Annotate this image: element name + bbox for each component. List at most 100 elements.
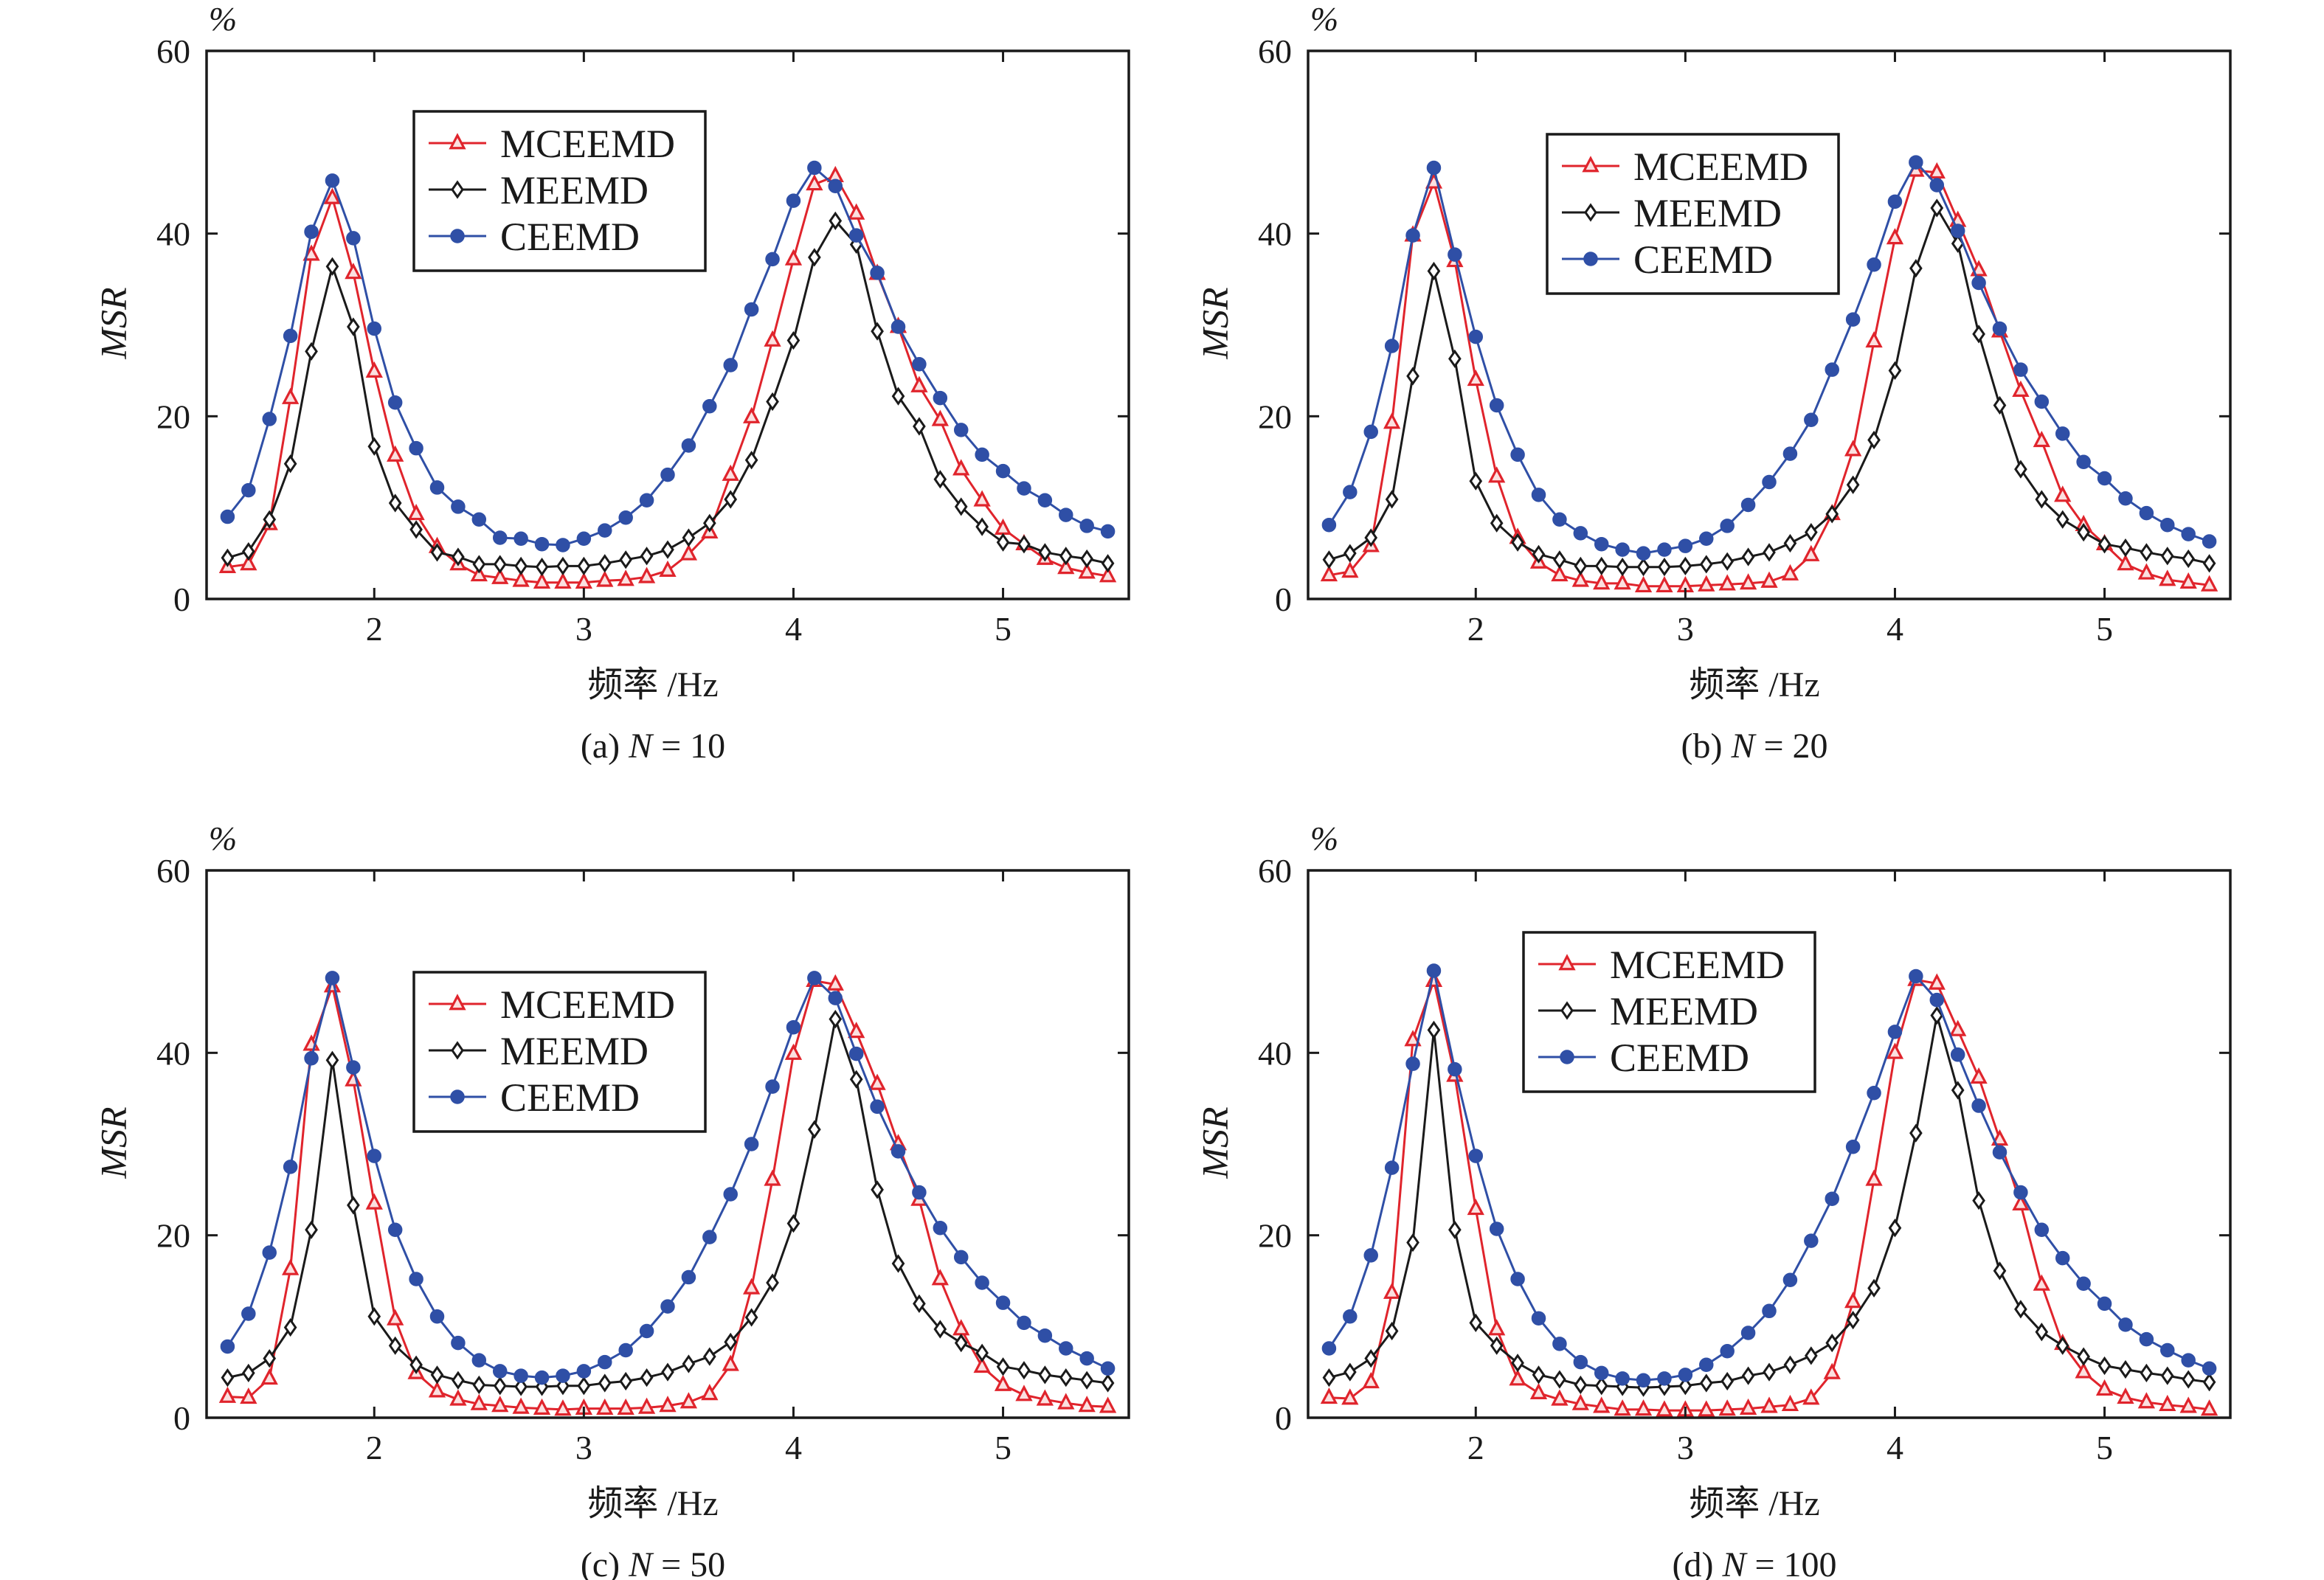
data-point-mceemd xyxy=(2033,430,2050,448)
y-axis-label: MSR xyxy=(1194,1106,1236,1179)
data-point-ceemd xyxy=(241,482,256,498)
data-point-ceemd xyxy=(598,523,612,538)
data-point-ceemd xyxy=(576,1364,592,1379)
data-point-meemd xyxy=(1448,1220,1462,1239)
data-point-mceemd xyxy=(449,1389,467,1406)
data-point-ceemd xyxy=(1699,1357,1714,1373)
data-point-ceemd xyxy=(1363,424,1378,440)
data-point-mceemd xyxy=(1551,565,1569,582)
data-point-mceemd xyxy=(323,187,342,204)
x-axis-label: 频率 /Hz xyxy=(587,1484,718,1523)
data-point-ceemd xyxy=(283,1160,298,1174)
data-point-mceemd xyxy=(2137,1392,2156,1409)
data-point-mceemd xyxy=(1739,1398,1757,1415)
data-point-ceemd xyxy=(639,1323,654,1339)
data-point-mceemd xyxy=(2054,485,2072,502)
x-axis-label: 频率 /Hz xyxy=(587,665,718,704)
y-tick-label: 40 xyxy=(156,215,190,253)
data-point-mceemd xyxy=(512,570,530,587)
data-point-ceemd xyxy=(2097,471,2112,486)
legend-marker-diamond-icon xyxy=(1584,203,1597,222)
data-point-ceemd xyxy=(513,1368,528,1383)
data-point-ceemd xyxy=(346,231,361,246)
data-point-ceemd xyxy=(1615,542,1630,557)
data-point-meemd xyxy=(1038,543,1052,562)
data-point-mceemd xyxy=(742,1278,761,1295)
legend-label: MEEMD xyxy=(500,168,649,212)
data-point-meemd xyxy=(1783,533,1797,553)
data-point-meemd xyxy=(1017,1361,1031,1380)
data-point-mceemd xyxy=(1781,1394,1799,1412)
data-point-mceemd xyxy=(1949,1019,1967,1036)
y-tick-label: 0 xyxy=(173,1399,190,1437)
data-point-mceemd xyxy=(910,375,928,392)
data-point-mceemd xyxy=(1488,466,1506,483)
data-point-meemd xyxy=(2202,554,2216,573)
data-point-meemd xyxy=(1741,1366,1755,1385)
data-point-mceemd xyxy=(2179,1396,2197,1413)
data-point-meemd xyxy=(1532,544,1546,564)
panel-caption: (c) N = 50 xyxy=(581,1545,725,1580)
data-point-ceemd xyxy=(1448,1061,1462,1077)
y-tick-label: 60 xyxy=(156,32,190,70)
caption-prefix: (d) xyxy=(1672,1545,1722,1580)
legend-label: CEEMD xyxy=(500,1075,640,1120)
x-tick-label: 4 xyxy=(1886,610,1903,648)
data-point-meemd xyxy=(1101,554,1115,573)
panel-caption: (b) N = 20 xyxy=(1681,727,1827,766)
data-point-mceemd xyxy=(722,464,739,481)
data-point-ceemd xyxy=(975,447,989,462)
series-markers-mceemd xyxy=(1320,969,2218,1417)
data-point-meemd xyxy=(514,556,528,576)
legend-box xyxy=(1522,931,1816,1093)
data-point-ceemd xyxy=(2076,1276,2091,1291)
data-point-ceemd xyxy=(1343,1309,1358,1324)
data-point-meemd xyxy=(1763,1362,1776,1382)
x-tick-label: 5 xyxy=(2096,1429,2113,1466)
data-point-meemd xyxy=(996,1357,1010,1376)
data-point-ceemd xyxy=(1867,257,1881,272)
data-point-mceemd xyxy=(2075,1362,2092,1379)
data-point-ceemd xyxy=(681,438,696,453)
data-point-meemd xyxy=(2160,547,2174,566)
data-point-ceemd xyxy=(1782,1272,1798,1288)
data-point-ceemd xyxy=(1426,963,1442,978)
data-point-ceemd xyxy=(2160,1342,2175,1358)
data-point-meemd xyxy=(808,248,821,267)
axes-frame xyxy=(1307,869,2232,1419)
data-point-ceemd xyxy=(1321,1341,1337,1356)
data-point-ceemd xyxy=(2076,454,2091,469)
data-point-mceemd xyxy=(533,572,551,589)
legend-label: MCEEMD xyxy=(1610,943,1785,987)
data-point-meemd xyxy=(829,1009,843,1029)
data-point-ceemd xyxy=(1845,1139,1861,1154)
data-point-ceemd xyxy=(2160,517,2175,533)
data-point-mceemd xyxy=(701,1384,719,1401)
axes-frame xyxy=(1307,49,2232,600)
data-point-meemd xyxy=(808,1120,821,1139)
series-line-meemd xyxy=(226,219,1108,569)
data-point-ceemd xyxy=(933,1221,948,1236)
data-point-meemd xyxy=(744,451,758,470)
data-point-ceemd xyxy=(1740,1326,1756,1340)
data-point-ceemd xyxy=(1100,524,1116,539)
data-point-mceemd xyxy=(1698,575,1715,592)
data-point-mceemd xyxy=(784,1043,803,1060)
data-point-meemd xyxy=(786,330,800,350)
data-point-ceemd xyxy=(1929,178,1945,193)
legend-label: CEEMD xyxy=(1610,1036,1749,1080)
data-point-mceemd xyxy=(491,1396,509,1413)
data-point-ceemd xyxy=(660,1299,675,1314)
legend-marker-circle-icon xyxy=(450,229,465,243)
data-point-meemd xyxy=(1678,1376,1692,1396)
data-point-ceemd xyxy=(1079,519,1094,533)
data-point-mceemd xyxy=(1509,1369,1526,1386)
data-point-meemd xyxy=(766,392,779,412)
legend-label: MCEEMD xyxy=(500,983,675,1027)
data-point-ceemd xyxy=(1762,1303,1777,1319)
data-point-ceemd xyxy=(556,1368,570,1383)
data-point-ceemd xyxy=(1971,275,1986,291)
data-point-meemd xyxy=(1993,1261,2007,1281)
data-point-ceemd xyxy=(576,531,592,547)
